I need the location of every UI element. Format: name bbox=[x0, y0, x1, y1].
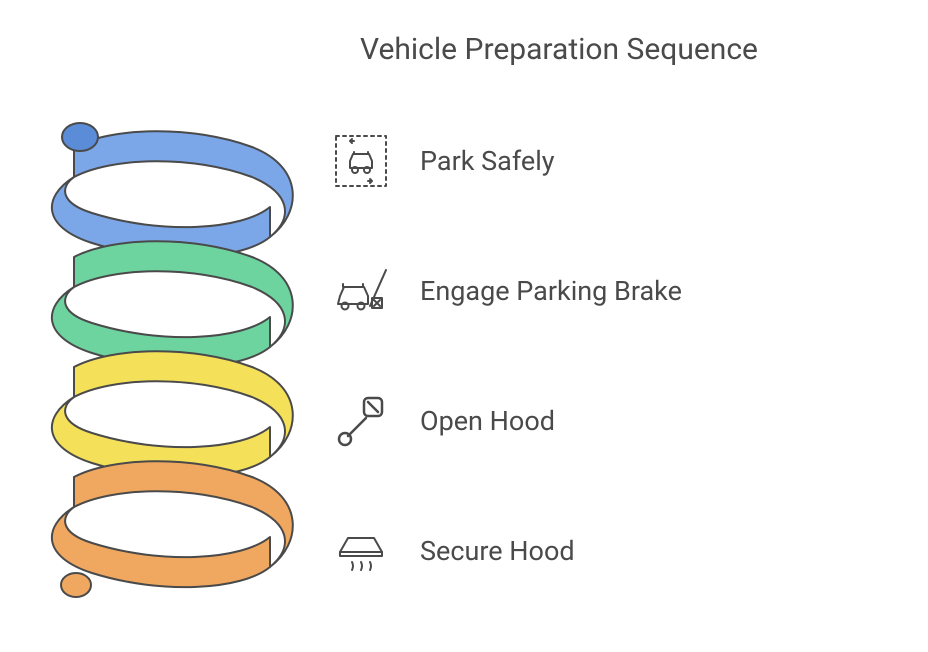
step-secure-hood: Secure Hood bbox=[330, 520, 682, 582]
spiral-spring-graphic bbox=[32, 95, 312, 615]
step-label: Engage Parking Brake bbox=[420, 275, 682, 307]
step-label: Secure Hood bbox=[420, 535, 575, 567]
step-label: Park Safely bbox=[420, 145, 555, 177]
park-safely-icon bbox=[330, 130, 392, 192]
spiral-top-cap bbox=[62, 123, 98, 151]
step-label: Open Hood bbox=[420, 405, 555, 437]
step-park-safely: Park Safely bbox=[330, 130, 682, 192]
spiral-coils bbox=[52, 123, 293, 597]
step-engage-parking-brake: Engage Parking Brake bbox=[330, 260, 682, 322]
steps-list: Park Safely Engage Parking Brake bbox=[330, 130, 682, 582]
secure-hood-icon bbox=[330, 520, 392, 582]
page-title: Vehicle Preparation Sequence bbox=[360, 32, 758, 67]
open-hood-icon bbox=[330, 390, 392, 452]
parking-brake-icon bbox=[330, 260, 392, 322]
spiral-bottom-cap bbox=[61, 573, 91, 597]
step-open-hood: Open Hood bbox=[330, 390, 682, 452]
